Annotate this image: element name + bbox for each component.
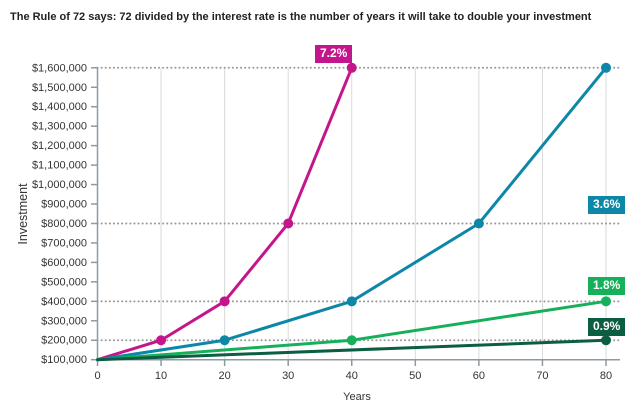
svg-text:30: 30 <box>282 370 294 382</box>
svg-text:60: 60 <box>473 370 485 382</box>
svg-text:20: 20 <box>218 370 230 382</box>
svg-text:$1,100,000: $1,100,000 <box>32 160 87 172</box>
svg-text:$800,000: $800,000 <box>41 218 87 230</box>
svg-text:$900,000: $900,000 <box>41 199 87 211</box>
svg-text:$500,000: $500,000 <box>41 276 87 288</box>
svg-text:$1,300,000: $1,300,000 <box>32 121 87 133</box>
svg-text:$400,000: $400,000 <box>41 296 87 308</box>
svg-text:$300,000: $300,000 <box>41 315 87 327</box>
svg-text:$200,000: $200,000 <box>41 335 87 347</box>
svg-text:$100,000: $100,000 <box>41 354 87 366</box>
svg-text:40: 40 <box>346 370 358 382</box>
svg-text:0: 0 <box>94 370 100 382</box>
svg-text:$700,000: $700,000 <box>41 237 87 249</box>
svg-text:10: 10 <box>155 370 167 382</box>
svg-text:50: 50 <box>409 370 421 382</box>
svg-text:$1,600,000: $1,600,000 <box>32 62 87 74</box>
svg-text:80: 80 <box>600 370 612 382</box>
svg-text:$1,500,000: $1,500,000 <box>32 82 87 94</box>
svg-text:$1,400,000: $1,400,000 <box>32 101 87 113</box>
svg-text:$600,000: $600,000 <box>41 257 87 269</box>
svg-text:$1,000,000: $1,000,000 <box>32 179 87 191</box>
svg-text:$1,200,000: $1,200,000 <box>32 140 87 152</box>
svg-text:70: 70 <box>536 370 548 382</box>
